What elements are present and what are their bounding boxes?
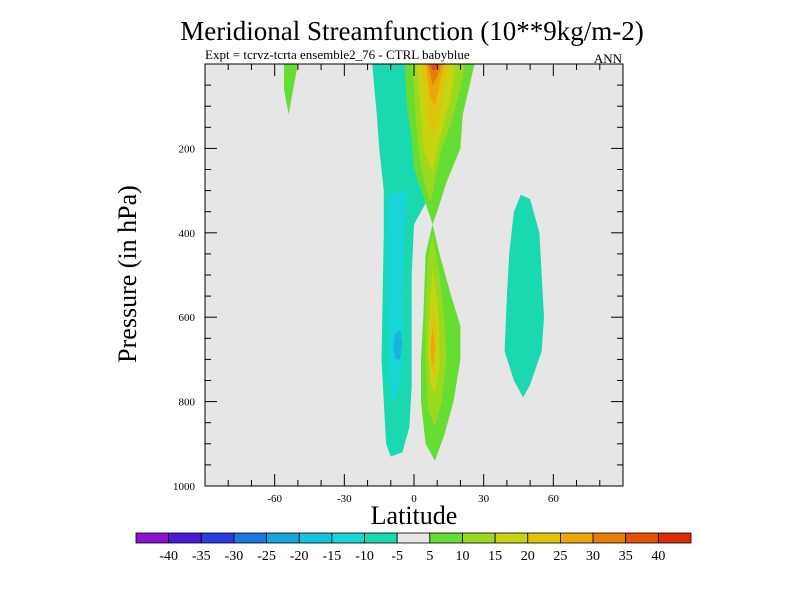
contour-neg-15-core	[386, 190, 407, 402]
y-tick-label: 800	[179, 397, 196, 409]
x-tick-label: 0	[411, 493, 417, 505]
x-tick-label: -30	[337, 493, 352, 505]
colorbar-label: -25	[257, 549, 276, 564]
y-tick-label: 1000	[173, 481, 196, 493]
colorbar-swatch	[396, 532, 431, 544]
y-tick-label: 200	[179, 143, 196, 155]
colorbar-label: -10	[355, 549, 374, 564]
colorbar-swatch	[625, 532, 659, 544]
colorbar-swatch	[592, 532, 627, 544]
colorbar-swatch	[429, 532, 463, 544]
contour-pos-25-upper	[425, 64, 445, 107]
colorbar-swatch	[527, 532, 561, 544]
colorbar-swatch	[560, 532, 594, 544]
y-axis-title: Pressure (in hPa)	[113, 185, 142, 363]
colorbar-swatch	[233, 532, 267, 544]
colorbar-swatch	[364, 532, 398, 544]
colorbar-swatch	[462, 532, 496, 544]
colorbar-label: -35	[192, 549, 211, 564]
chart-title: Meridional Streamfunction (10**9kg/m-2)	[180, 16, 643, 46]
colorbar-label: -20	[290, 549, 309, 564]
colorbar-swatch	[331, 532, 365, 544]
colorbar-labels: -40 -35 -30 -25 -20 -15 -10 -5 5 10 15 20 25 30 35 40	[159, 549, 665, 564]
colorbar-swatch	[168, 532, 202, 544]
colorbar-label: -15	[323, 549, 342, 564]
x-axis-title: Latitude	[371, 501, 458, 530]
colorbar-label: 20	[521, 549, 535, 564]
x-tick-label: 30	[478, 493, 490, 505]
colorbar-label: -30	[225, 549, 244, 564]
y-tick-label: 400	[179, 228, 196, 240]
colorbar-label: 5	[426, 549, 433, 564]
contour-neg-15-inner	[393, 329, 403, 360]
colorbar-swatch	[298, 532, 333, 544]
contour-fills	[284, 64, 544, 461]
x-tick-labels: -60 -30 0 30 60	[267, 493, 559, 505]
season-label: ANN	[594, 51, 623, 66]
colorbar-swatch	[657, 532, 692, 544]
y-tick-labels: 200 400 600 800 1000	[173, 143, 196, 493]
experiment-subtitle: Expt = tcrvz-tcrta ensemble2_76 - CTRL b…	[205, 47, 470, 62]
colorbar-label: 25	[553, 549, 567, 564]
x-tick-label: 60	[548, 493, 560, 505]
contour-pos-30-upper	[427, 64, 442, 86]
colorbar-swatch	[200, 532, 235, 544]
colorbar-label: -40	[159, 549, 178, 564]
colorbar-label: 10	[455, 549, 469, 564]
contour-neg-10-nh-cell	[504, 194, 544, 398]
colorbar-label: 15	[488, 549, 502, 564]
contour-pos-5-upper	[284, 64, 298, 115]
colorbar-swatch	[494, 532, 529, 544]
contour-pos-25-lower	[430, 325, 435, 368]
colorbar-label: 40	[651, 549, 665, 564]
colorbar-label: 30	[586, 549, 600, 564]
x-tick-label: -60	[267, 493, 282, 505]
axis-ticks	[204, 63, 624, 487]
colorbar-label: 35	[619, 549, 633, 564]
y-tick-label: 600	[179, 312, 196, 324]
colorbar-swatch	[266, 532, 300, 544]
contour-pos-35-upper	[430, 64, 438, 71]
colorbar-label: -5	[391, 549, 403, 564]
colorbar-swatch	[135, 532, 170, 544]
colorbar	[135, 532, 692, 544]
